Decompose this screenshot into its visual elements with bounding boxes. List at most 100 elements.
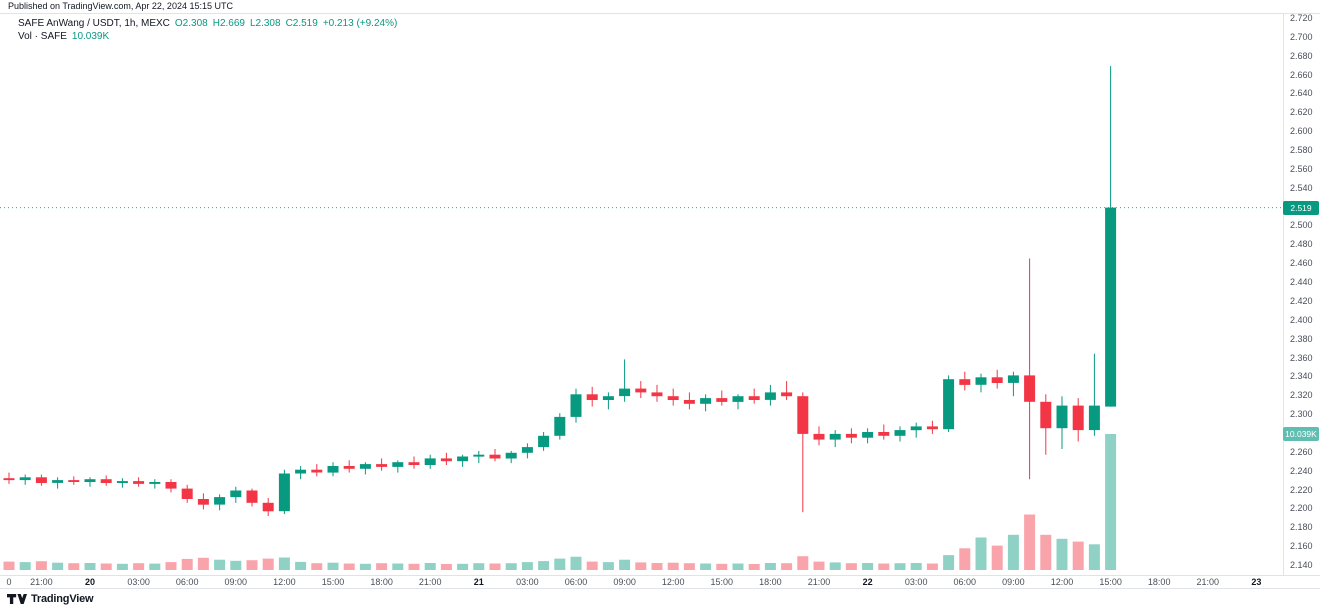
candle-body <box>586 394 598 400</box>
candle-body <box>1040 401 1052 429</box>
time-tick-label: 15:00 <box>710 577 734 587</box>
price-tick-label: 2.680 <box>1290 50 1313 61</box>
volume-bar <box>538 561 550 570</box>
time-tick-label: 09:00 <box>613 577 636 587</box>
volume-bar <box>894 563 906 570</box>
price-tick-label: 2.240 <box>1290 465 1313 476</box>
candle-body <box>19 477 31 481</box>
candle-body <box>359 464 371 469</box>
volume-bar <box>683 563 695 570</box>
candlestick-plot[interactable] <box>0 14 1283 575</box>
chart-area[interactable]: SAFE AnWang / USDT, 1h, MEXC O2.308 H2.669… <box>0 13 1320 575</box>
time-tick-label: 06:00 <box>175 577 199 587</box>
candle-body <box>570 394 582 417</box>
volume-bar <box>667 562 679 570</box>
time-tick-label: 12:00 <box>661 577 685 587</box>
candle-body <box>829 433 841 440</box>
candle-body <box>457 456 469 462</box>
volume-bar <box>116 563 128 570</box>
candle-body <box>910 426 922 431</box>
candle-body <box>376 464 388 467</box>
time-tick-label: 06:00 <box>953 577 977 587</box>
volume-bar <box>845 563 857 570</box>
volume-bar <box>700 563 712 570</box>
time-tick-label: 03:00 <box>516 577 539 587</box>
candle-body <box>845 433 857 438</box>
candle-body <box>165 482 177 489</box>
time-axis[interactable]: 0 21:00 20 03:00 06:00 09:00 12:00 15:00 18:00 21… <box>0 575 1320 588</box>
candle-body <box>764 392 776 400</box>
candle-body <box>408 462 420 465</box>
volume-bar <box>262 558 274 570</box>
candle-body <box>149 482 161 484</box>
candle-body <box>862 432 874 438</box>
volume-bar <box>3 561 15 570</box>
volume-bar <box>1088 544 1100 570</box>
price-axis[interactable]: 2.720 2.700 2.680 2.660 2.640 2.620 2.600 2.580… <box>1283 13 1320 575</box>
candle-body <box>619 388 631 397</box>
candle-body <box>943 379 955 430</box>
footer: TradingView <box>0 588 1320 609</box>
change-value: +0.213 (+9.24%) <box>322 18 398 29</box>
candle-body <box>602 396 614 400</box>
candle-body <box>667 396 679 400</box>
time-tick-label: 15:00 <box>1099 577 1122 587</box>
price-tick-label: 2.220 <box>1290 484 1313 495</box>
price-tick-label: 2.500 <box>1290 220 1313 231</box>
volume-bar <box>278 557 290 570</box>
volume-bar <box>521 562 533 570</box>
time-tick-label: 15:00 <box>321 577 345 587</box>
tradingview-logo[interactable]: TradingView <box>7 593 94 605</box>
candle-body <box>748 396 760 400</box>
candle-body <box>554 416 566 436</box>
volume-bar <box>829 562 841 570</box>
volume-bar <box>52 562 64 570</box>
time-tick-label: 21:00 <box>1196 577 1220 587</box>
candle-body <box>197 499 209 505</box>
candle-body <box>1007 375 1019 383</box>
volume-bar <box>440 564 452 570</box>
volume-bar <box>311 563 323 570</box>
volume-value: 10.039K <box>71 31 110 42</box>
time-tick-label: 06:00 <box>564 577 588 587</box>
last-price-badge: 2.519 <box>1283 200 1319 215</box>
volume-bar <box>1105 434 1117 570</box>
candle-body <box>68 480 80 482</box>
volume-bar <box>862 563 874 570</box>
volume-bar <box>84 563 96 570</box>
volume-bar <box>813 561 825 570</box>
volume-bar <box>1056 538 1068 570</box>
time-tick-label: 03:00 <box>904 577 928 587</box>
candle-body <box>1105 207 1117 407</box>
volume-bar <box>635 562 647 570</box>
volume-bar <box>748 564 760 570</box>
symbol-title[interactable]: SAFE AnWang / USDT, 1h, MEXC <box>18 18 170 29</box>
candle-body <box>959 379 971 385</box>
price-tick-label: 2.180 <box>1290 522 1313 533</box>
time-tick-label: 18:00 <box>1147 577 1171 587</box>
volume-bar <box>424 563 436 570</box>
price-tick-label: 2.720 <box>1290 13 1313 23</box>
price-tick-label: 2.340 <box>1290 371 1313 382</box>
price-tick-label: 2.580 <box>1290 145 1313 156</box>
legend: SAFE AnWang / USDT, 1h, MEXC O2.308 H2.669… <box>18 17 397 43</box>
volume-bar <box>35 561 47 570</box>
candle-body <box>651 392 663 397</box>
price-tick-label: 2.480 <box>1290 239 1313 250</box>
time-tick-label: 18:00 <box>370 577 393 587</box>
time-tick-label: 21 <box>473 577 484 587</box>
volume-bar <box>975 537 987 570</box>
volume-bar <box>327 562 339 570</box>
candle-body <box>732 396 744 402</box>
candle-body <box>440 458 452 462</box>
candle-body <box>926 426 938 430</box>
volume-bar <box>133 563 145 570</box>
price-tick-label: 2.200 <box>1290 503 1313 514</box>
volume-bar <box>19 562 31 570</box>
time-tick-label: 12:00 <box>1050 577 1074 587</box>
price-tick-label: 2.380 <box>1290 333 1313 344</box>
volume-bar <box>602 562 614 570</box>
volume-bar <box>781 563 793 570</box>
price-tick-label: 2.360 <box>1290 352 1313 363</box>
